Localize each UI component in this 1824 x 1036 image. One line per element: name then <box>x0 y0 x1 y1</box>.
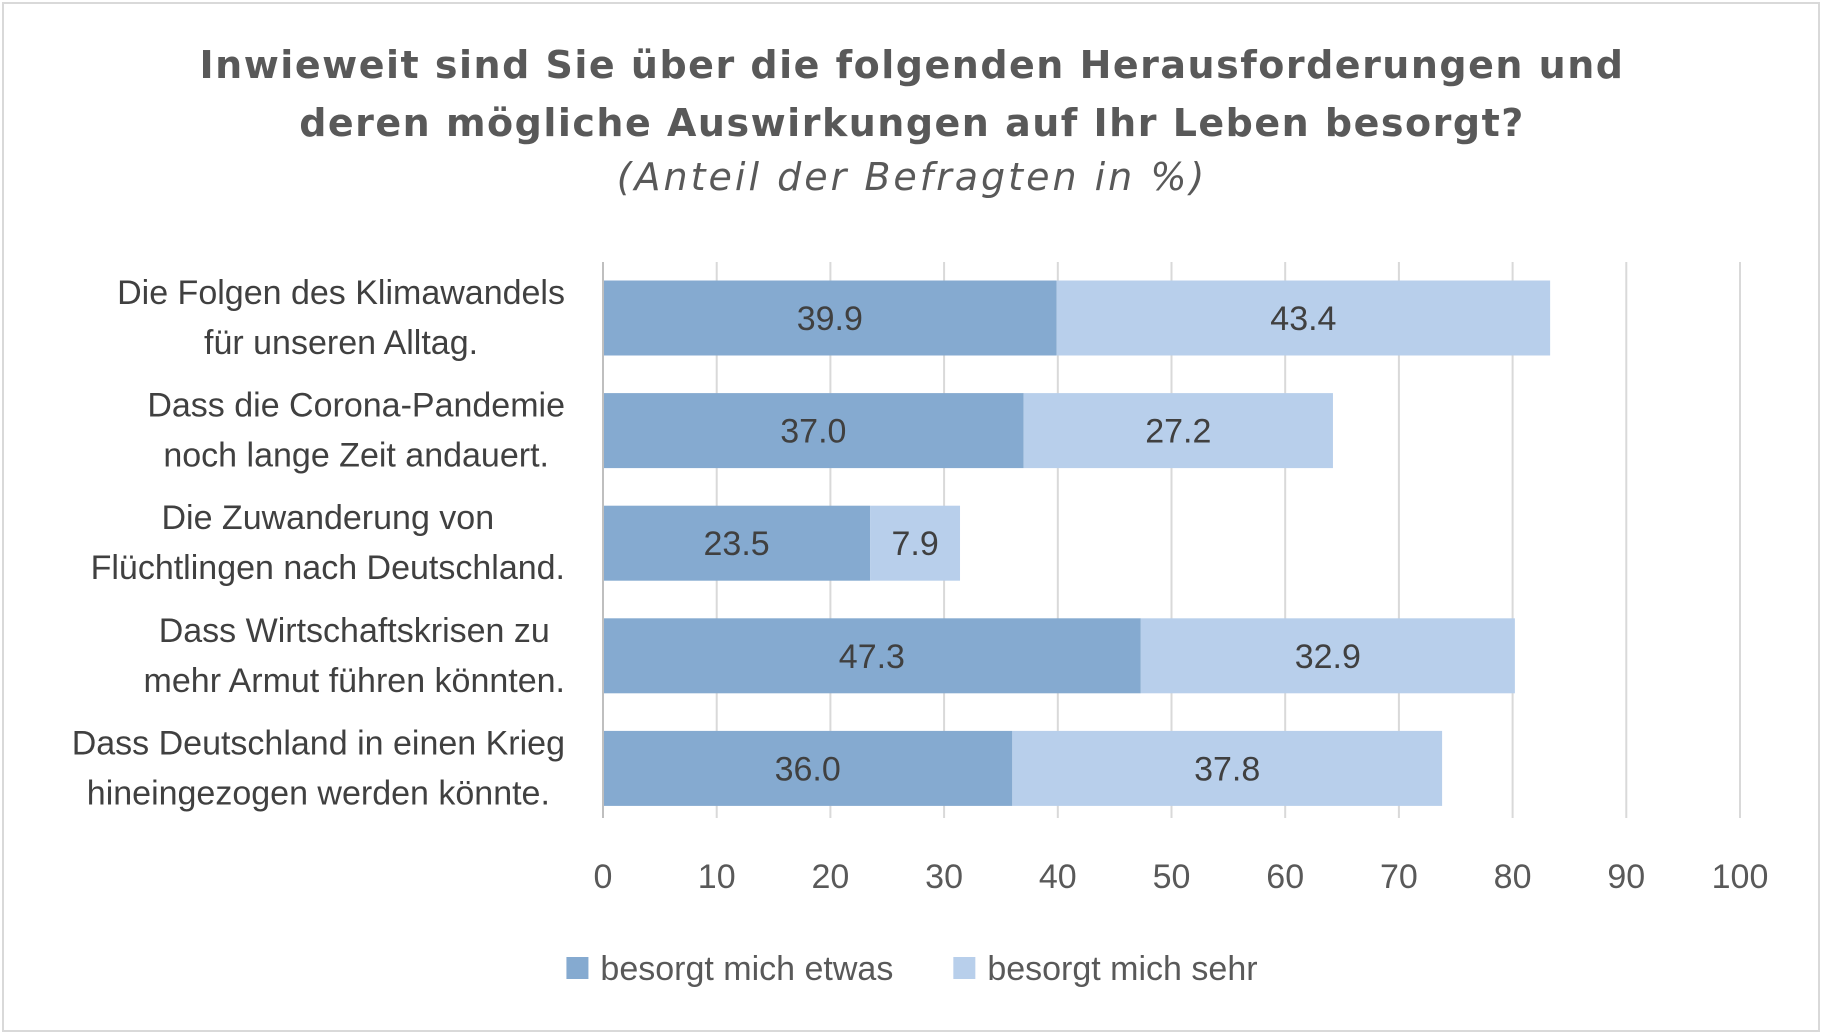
bar-segment <box>1140 618 1515 694</box>
x-tick-label: 90 <box>1607 858 1645 896</box>
title-line-1: Inwieweit sind Sie über die folgenden He… <box>200 43 1625 87</box>
category-label: Die Folgen des Klimawandels <box>117 274 565 312</box>
legend: besorgt mich etwas besorgt mich sehr <box>566 950 1258 988</box>
bar-segment <box>603 730 1013 806</box>
category-label: Dass Deutschland in einen Krieg <box>72 724 565 762</box>
category-label: Dass die Corona-Pandemie <box>147 387 565 425</box>
data-label: 47.3 <box>839 638 905 676</box>
data-label: 39.9 <box>797 300 863 338</box>
legend-swatch <box>953 957 976 979</box>
category-label: noch lange Zeit andauert. <box>163 437 549 475</box>
data-label: 36.0 <box>775 750 841 788</box>
x-tick-label: 30 <box>925 858 963 896</box>
legend-label: besorgt mich sehr <box>987 950 1257 988</box>
category-label: Die Zuwanderung von <box>161 499 494 537</box>
x-tick-label: 60 <box>1266 858 1304 896</box>
category-label: hineingezogen werden könnte. <box>87 774 550 812</box>
category-label: Flüchtlingen nach Deutschland. <box>91 549 565 587</box>
data-label: 27.2 <box>1145 413 1211 451</box>
bar-segment <box>1056 280 1551 356</box>
chart-subtitle: (Anteil der Befragten in %) <box>617 155 1208 199</box>
category-label: für unseren Alltag. <box>204 324 478 362</box>
data-label: 23.5 <box>704 525 770 563</box>
bar-segment <box>603 280 1057 356</box>
x-tick-label: 50 <box>1153 858 1191 896</box>
x-tick-label: 10 <box>698 858 736 896</box>
data-label: 37.8 <box>1194 750 1260 788</box>
legend-label: besorgt mich etwas <box>600 950 893 988</box>
bar-segment <box>603 393 1024 469</box>
data-label: 7.9 <box>891 525 938 563</box>
x-tick-label: 20 <box>811 858 849 896</box>
data-label: 37.0 <box>780 413 846 451</box>
bar-segment <box>1023 393 1333 469</box>
category-label: mehr Armut führen könnten. <box>144 662 565 700</box>
category-labels: Die Folgen des Klimawandels für unseren A… <box>72 274 565 812</box>
category-label: Dass Wirtschaftskrisen zu <box>159 612 550 650</box>
x-tick-label: 70 <box>1380 858 1418 896</box>
bars: 39.9 43.4 37.0 27.2 23.5 7.9 47.3 32.9 36.0 37.8 <box>603 280 1551 806</box>
bar-segment <box>870 505 961 581</box>
x-tick-label: 80 <box>1494 858 1532 896</box>
chart-title: Inwieweit sind Sie über die folgenden He… <box>200 43 1625 199</box>
data-label: 43.4 <box>1270 300 1336 338</box>
title-line-2: deren mögliche Auswirkungen auf Ihr Lebe… <box>299 101 1525 145</box>
legend-swatch <box>566 957 589 979</box>
x-tick-label: 0 <box>594 858 613 896</box>
bar-segment <box>1012 730 1443 806</box>
x-tick-label: 40 <box>1039 858 1077 896</box>
bar-segment <box>603 618 1141 694</box>
x-tick-label: 100 <box>1712 858 1769 896</box>
x-tick-labels: 0 10 20 30 40 50 60 70 80 90 100 <box>594 858 1769 896</box>
data-label: 32.9 <box>1295 638 1361 676</box>
bar-segment <box>603 505 871 581</box>
